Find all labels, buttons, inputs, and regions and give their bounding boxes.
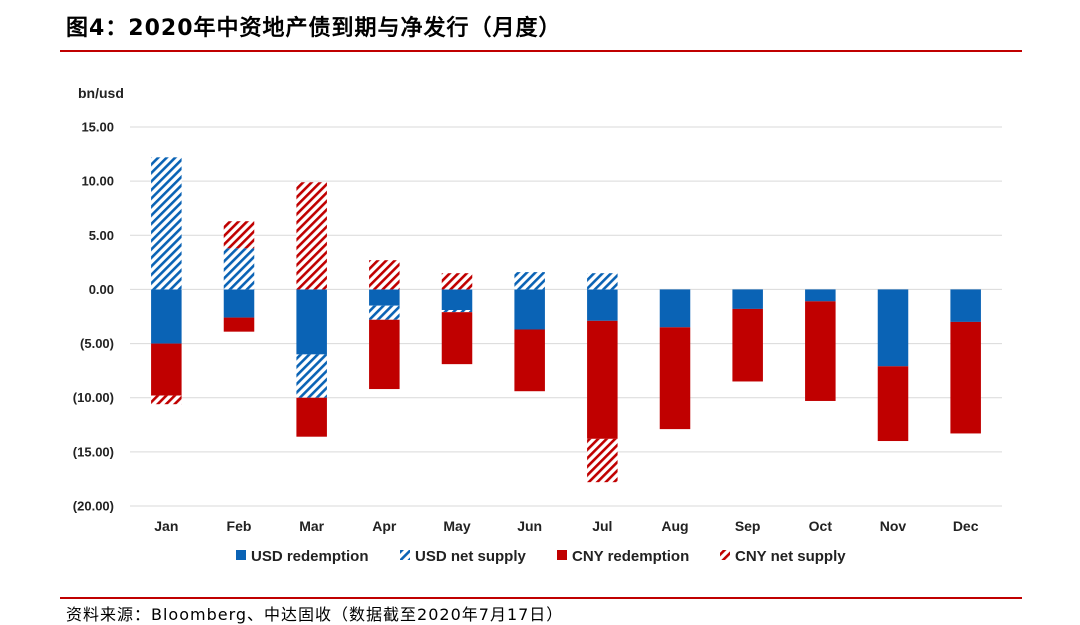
y-tick-label: (20.00) (73, 499, 114, 514)
x-category-label: Sep (735, 518, 761, 534)
bar-cny-redemption-jul (587, 320, 618, 439)
bar-usd-redemption-oct (805, 289, 836, 302)
bar-cny-net-supply-jan (151, 395, 182, 405)
legend-label-usd-redemption: USD redemption (251, 548, 369, 565)
bar-usd-net-supply-jun (514, 272, 545, 290)
y-tick-label: (5.00) (80, 336, 114, 351)
y-axis-tick-labels: 15.00 10.00 5.00 0.00 (5.00) (10.00) (15.00) (2… (73, 120, 114, 514)
bar-usd-redemption-jun (514, 289, 545, 330)
x-category-label: Mar (299, 518, 324, 534)
x-category-label: Jul (592, 518, 612, 534)
source-note: 资料来源：Bloomberg、中达固收（数据截至2020年7月17日） (66, 605, 564, 624)
bar-usd-redemption-nov (877, 289, 909, 367)
bar-cny-net-supply-may (441, 273, 473, 290)
bar-usd-net-supply-mar (296, 354, 327, 398)
y-axis-unit-label: bn/usd (78, 85, 124, 101)
x-axis-category-labels: Jan Feb Mar Apr May Jun Jul Aug Sep Oct Nov Dec (154, 518, 978, 534)
bar-usd-redemption-feb (223, 289, 255, 318)
bar-usd-net-supply-jul (587, 273, 618, 290)
bar-cny-redemption-jun (514, 329, 545, 392)
bar-usd-net-supply-may (441, 310, 473, 313)
bar-usd-net-supply-feb (223, 248, 255, 290)
x-category-label: Apr (372, 518, 397, 534)
legend-swatch-usd-redemption (236, 550, 246, 560)
legend-swatch-cny-redemption (557, 550, 567, 560)
bar-cny-net-supply-feb (223, 221, 255, 249)
legend-swatch-cny-net-supply (720, 550, 730, 560)
bar-cny-redemption-nov (877, 366, 909, 442)
stacked-bar-chart: bn/usd 15.00 10.00 5.00 0.00 (5.00) (10.00) (1… (73, 85, 1002, 565)
bar-usd-redemption-may (441, 289, 473, 311)
bar-usd-redemption-dec (950, 289, 981, 322)
bar-usd-redemption-sep (732, 289, 763, 309)
bar-cny-net-supply-mar (296, 182, 327, 290)
bar-usd-redemption-apr (369, 289, 400, 306)
bar-cny-redemption-oct (805, 301, 836, 401)
x-category-label: Jun (517, 518, 542, 534)
x-category-label: Oct (809, 518, 833, 534)
bar-cny-redemption-feb (223, 317, 255, 332)
legend-swatch-usd-net-supply (400, 550, 410, 560)
y-tick-label: 10.00 (81, 174, 114, 189)
x-category-label: Nov (880, 518, 907, 534)
legend-label-cny-net-supply: CNY net supply (735, 548, 846, 565)
bars (151, 157, 981, 483)
figure-title: 图4：2020年中资地产债到期与净发行（月度） (66, 16, 562, 41)
y-tick-label: 0.00 (89, 282, 114, 297)
title-divider (60, 50, 1022, 52)
bar-cny-redemption-may (441, 312, 473, 365)
bar-cny-redemption-mar (296, 397, 327, 437)
bar-cny-redemption-dec (950, 321, 981, 434)
x-category-label: Jan (154, 518, 178, 534)
legend: USD redemption USD net supply CNY redempti… (236, 548, 846, 565)
source-divider (60, 597, 1022, 599)
bar-usd-net-supply-apr (369, 305, 400, 320)
y-tick-label: 5.00 (89, 228, 114, 243)
bar-usd-redemption-jan (151, 289, 182, 344)
bar-cny-net-supply-apr (369, 260, 400, 290)
y-tick-label: (10.00) (73, 390, 114, 405)
y-tick-label: (15.00) (73, 444, 114, 459)
bar-usd-redemption-mar (296, 289, 327, 355)
gridlines (130, 126, 1002, 507)
x-category-label: Dec (953, 518, 979, 534)
x-category-label: Aug (661, 518, 688, 534)
x-category-label: May (443, 518, 470, 534)
bar-cny-redemption-apr (369, 319, 400, 390)
bar-cny-redemption-jan (151, 343, 182, 396)
y-tick-label: 15.00 (81, 120, 114, 135)
bar-cny-redemption-aug (659, 327, 691, 430)
x-category-label: Feb (227, 518, 252, 534)
legend-label-cny-redemption: CNY redemption (572, 548, 689, 565)
bar-usd-redemption-aug (659, 289, 691, 328)
bar-usd-redemption-jul (587, 289, 618, 321)
bar-cny-net-supply-jul (587, 438, 618, 483)
bar-usd-net-supply-jan (151, 157, 182, 290)
legend-label-usd-net-supply: USD net supply (415, 548, 527, 565)
bar-cny-redemption-sep (732, 308, 763, 382)
